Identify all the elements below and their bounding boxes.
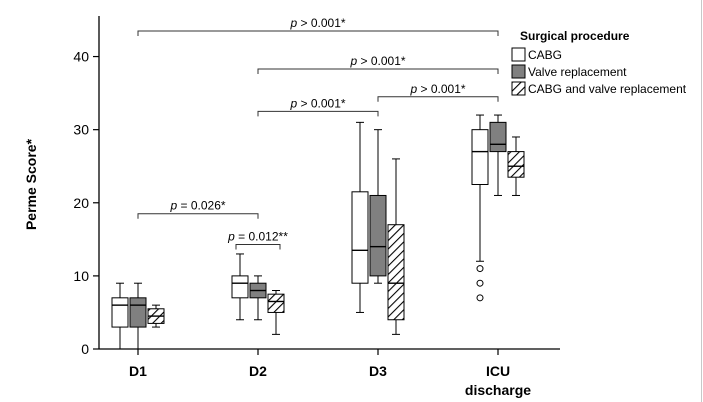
iqr-box: [111, 297, 129, 328]
iqr-box: [489, 121, 507, 153]
comparison-bracket: p > 0.001*: [377, 82, 499, 102]
legend-swatch: [511, 81, 526, 96]
iqr-box: [369, 194, 387, 277]
boxplots-group: [111, 114, 525, 350]
x-category-label: ICU: [486, 363, 510, 379]
axes-group: 0 10 20 30 40 D1 D2 D3 ICU discharge Perme Score*: [23, 16, 560, 398]
x-category-label: D1: [129, 363, 147, 379]
legend-label: Valve replacement: [528, 65, 627, 79]
comparison-bracket: p > 0.001*: [257, 54, 499, 74]
y-tick-label: 40: [73, 49, 89, 65]
box-cabg-2: [351, 121, 369, 313]
iqr-box: [507, 151, 525, 178]
p-value-label: p > 0.001*: [349, 54, 405, 68]
box-valve-replacement-1: [249, 275, 267, 321]
legend-swatch: [511, 47, 526, 62]
p-value-label: p = 0.012**: [227, 229, 288, 243]
p-value-label: p = 0.026*: [169, 199, 225, 213]
significance-brackets: p > 0.001* p > 0.001* p > 0.001* p > 0.001*…: [137, 16, 499, 250]
box-cabg-and-valve-replacement-2: [387, 158, 405, 335]
outlier-point: [476, 265, 484, 273]
iqr-box: [351, 191, 369, 284]
box-valve-replacement-3: [489, 114, 507, 196]
bracket-line: [377, 96, 499, 102]
comparison-bracket: p = 0.012**: [227, 229, 288, 250]
bracket-line: [137, 30, 499, 36]
bracket-line: [257, 110, 379, 117]
y-tick-label: 10: [73, 268, 89, 284]
box-cabg-3: [471, 114, 489, 302]
bracket-line: [257, 68, 499, 74]
outlier-point: [476, 279, 484, 287]
iqr-box: [231, 275, 249, 299]
bracket-line: [137, 213, 259, 219]
p-value-label: p > 0.001*: [409, 82, 465, 96]
y-tick-label: 0: [81, 341, 89, 357]
p-value-label: p > 0.001*: [289, 16, 345, 30]
comparison-bracket: p > 0.001*: [137, 16, 499, 36]
legend-swatch: [511, 64, 526, 79]
legend-label: CABG: [528, 48, 562, 62]
x-category-label: discharge: [465, 382, 531, 398]
y-tick-label: 20: [73, 195, 89, 211]
legend-title: Surgical procedure: [520, 29, 630, 43]
y-tick-label: 30: [73, 122, 89, 138]
iqr-box: [129, 297, 147, 328]
box-valve-replacement-0: [129, 282, 147, 350]
outlier-point: [476, 294, 484, 302]
box-cabg-0: [111, 282, 129, 350]
iqr-box: [471, 129, 489, 186]
box-cabg-and-valve-replacement-3: [507, 136, 525, 196]
y-axis-title: Perme Score*: [23, 138, 39, 230]
x-category-label: D3: [369, 363, 387, 379]
iqr-box: [387, 224, 405, 321]
box-cabg-and-valve-replacement-1: [267, 290, 285, 335]
bracket-line: [235, 243, 281, 250]
iqr-box: [267, 293, 285, 313]
comparison-bracket: p > 0.001*: [257, 96, 379, 117]
x-category-label: D2: [249, 363, 267, 379]
box-valve-replacement-2: [369, 129, 387, 284]
legend: Surgical procedure CABG Valve replacement C…: [511, 29, 687, 96]
p-value-label: p > 0.001*: [289, 96, 345, 110]
legend-label: CABG and valve replacement: [528, 82, 687, 96]
box-cabg-1: [231, 253, 249, 321]
box-cabg-and-valve-replacement-0: [147, 304, 165, 328]
comparison-bracket: p = 0.026*: [137, 199, 259, 219]
